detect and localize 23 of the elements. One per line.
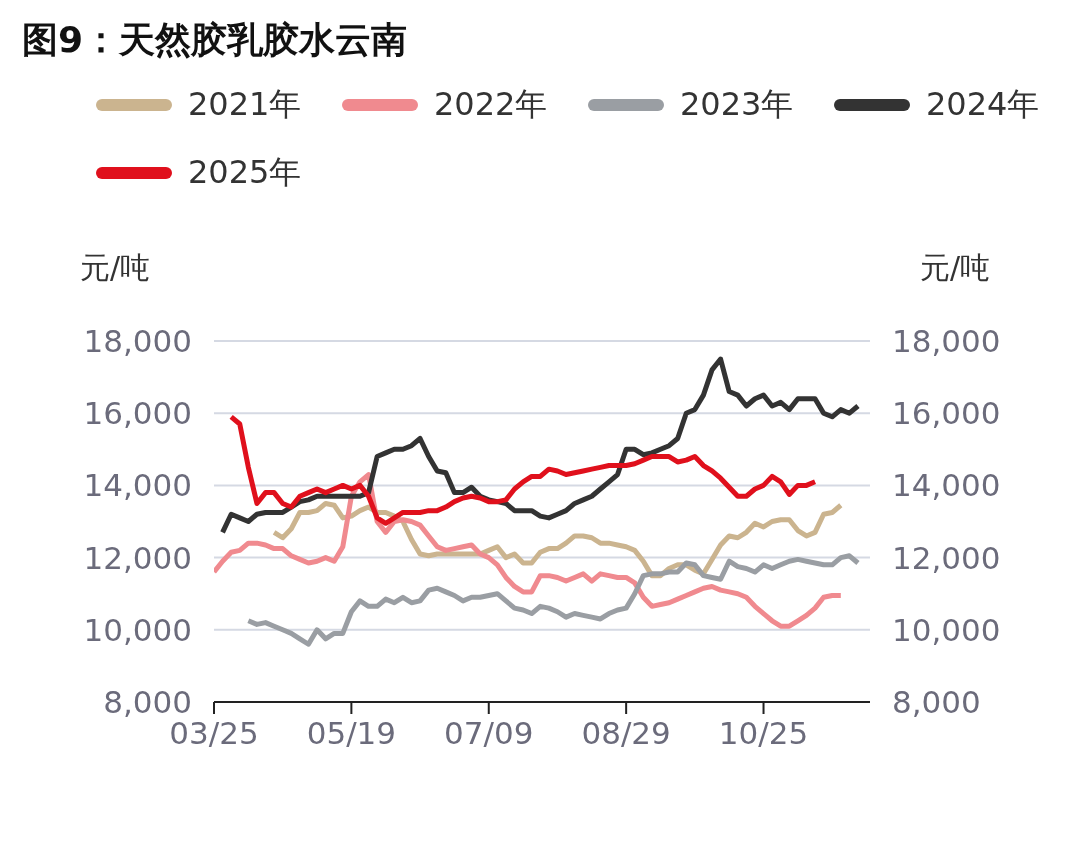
y2-tick-label: 10,000 [892, 611, 1001, 648]
y-tick-label: 12,000 [83, 539, 192, 576]
legend-label: 2023年 [680, 84, 794, 125]
y2-tick-label: 16,000 [892, 395, 1001, 432]
y-tick-label: 18,000 [83, 323, 192, 360]
x-tick-label: 05/19 [306, 715, 397, 752]
y2-tick-label: 12,000 [892, 539, 1001, 576]
x-tick-label: 07/09 [444, 715, 534, 752]
legend-label: 2021年 [188, 84, 302, 125]
legend-label: 2025年 [188, 152, 302, 193]
y2-tick-label: 8,000 [892, 684, 981, 721]
y-axis-title: 元/吨 [80, 249, 151, 287]
x-tick-label: 08/29 [581, 715, 671, 752]
y2-tick-label: 14,000 [892, 467, 1001, 504]
chart-title: 图9：天然胶乳胶水云南 [22, 18, 408, 62]
y-tick-label: 16,000 [83, 395, 192, 432]
x-tick-label: 10/25 [718, 715, 809, 752]
y-tick-label: 14,000 [83, 467, 192, 504]
legend-label: 2022年 [434, 84, 548, 125]
y2-tick-label: 18,000 [892, 323, 1001, 360]
y2-axis-title: 元/吨 [920, 249, 991, 287]
y-tick-label: 10,000 [83, 611, 192, 648]
legend-label: 2024年 [926, 84, 1040, 125]
